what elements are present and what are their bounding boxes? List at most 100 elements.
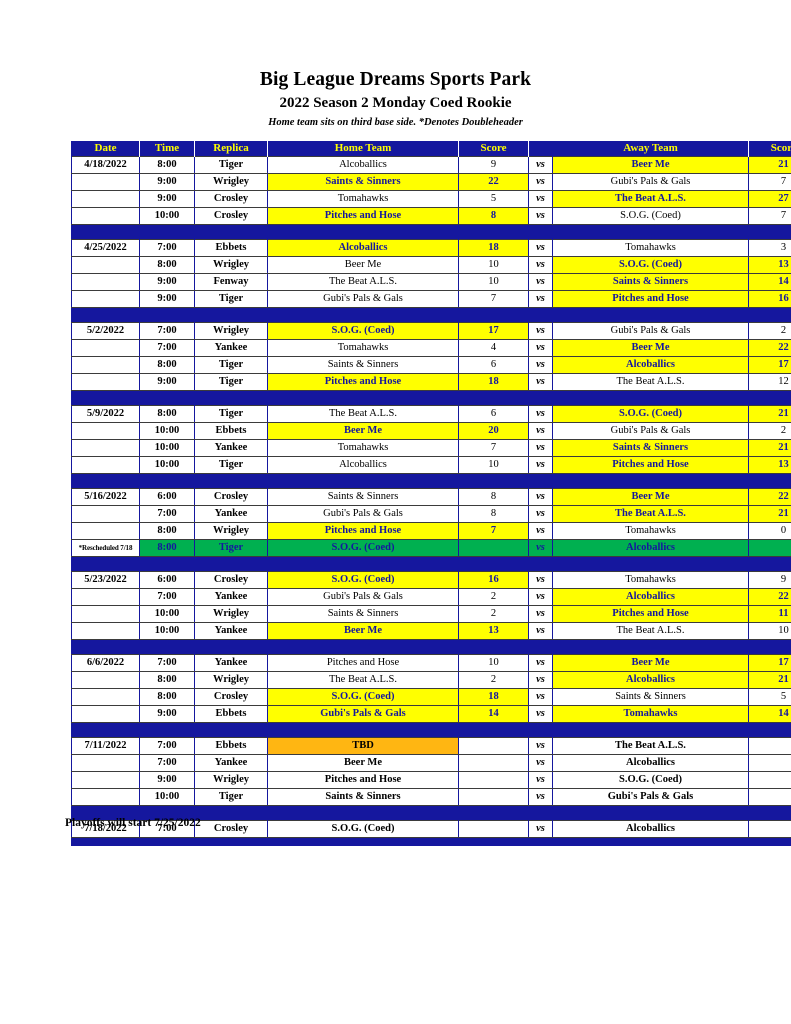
table-row: 8:00 Wrigley Beer Me 10 vs S.O.G. (Coed) 13 bbox=[71, 256, 791, 274]
away-team: Gubi's Pals & Gals bbox=[552, 322, 749, 340]
away-score: 14 bbox=[748, 705, 791, 723]
away-team: S.O.G. (Coed) bbox=[552, 405, 749, 423]
away-team: Pitches and Hose bbox=[552, 605, 749, 623]
game-field: Ebbets bbox=[194, 239, 268, 257]
away-score: 5 bbox=[748, 688, 791, 706]
table-row: 5/9/2022 8:00 Tiger The Beat A.L.S. 6 vs S.O.G… bbox=[71, 405, 791, 423]
game-time: 8:00 bbox=[139, 522, 195, 540]
away-score: 17 bbox=[748, 356, 791, 374]
away-score: 2 bbox=[748, 422, 791, 440]
game-date: 5/2/2022 bbox=[71, 322, 140, 340]
home-team: Beer Me bbox=[267, 422, 459, 440]
versus-label: vs bbox=[528, 671, 553, 689]
game-time: 8:00 bbox=[139, 156, 195, 174]
table-row: 7:00 Yankee Beer Me vs Alcoballics bbox=[71, 754, 791, 772]
table-row: 9:00 Wrigley Pitches and Hose vs S.O.G. (Coe… bbox=[71, 771, 791, 789]
block-divider bbox=[71, 556, 791, 572]
versus-label: vs bbox=[528, 788, 553, 806]
game-time: 10:00 bbox=[139, 622, 195, 640]
game-field: Yankee bbox=[194, 654, 268, 672]
game-field: Crosley bbox=[194, 190, 268, 208]
game-time: 10:00 bbox=[139, 788, 195, 806]
game-date-empty bbox=[71, 207, 140, 225]
game-field: Yankee bbox=[194, 439, 268, 457]
versus-label: vs bbox=[528, 422, 553, 440]
game-field: Crosley bbox=[194, 688, 268, 706]
column-header-replica: Replica bbox=[194, 141, 268, 157]
away-score: 21 bbox=[748, 671, 791, 689]
home-team: Tomahawks bbox=[267, 439, 459, 457]
home-score: 2 bbox=[458, 671, 529, 689]
block-divider bbox=[71, 390, 791, 406]
table-row: 8:00 Wrigley The Beat A.L.S. 2 vs Alcoballics… bbox=[71, 671, 791, 689]
away-score: 17 bbox=[748, 654, 791, 672]
away-team: Beer Me bbox=[552, 654, 749, 672]
away-team: Alcoballics bbox=[552, 754, 749, 772]
table-row: 8:00 Tiger Saints & Sinners 6 vs Alcoballics 1… bbox=[71, 356, 791, 374]
table-row: 7:00 Yankee Tomahawks 4 vs Beer Me 22 bbox=[71, 339, 791, 357]
schedule-table-wrap: Date Time Replica Home Team Score Away Team Sc… bbox=[71, 141, 791, 846]
away-score: 7 bbox=[748, 173, 791, 191]
home-team: The Beat A.L.S. bbox=[267, 671, 459, 689]
game-field: Crosley bbox=[194, 820, 268, 838]
away-team: Gubi's Pals & Gals bbox=[552, 422, 749, 440]
game-field: Wrigley bbox=[194, 173, 268, 191]
home-team: Alcoballics bbox=[267, 456, 459, 474]
away-team: Tomahawks bbox=[552, 239, 749, 257]
game-field: Tiger bbox=[194, 539, 268, 557]
game-time: 7:00 bbox=[139, 322, 195, 340]
table-row: 7/11/2022 7:00 Ebbets TBD vs The Beat A.L.S. bbox=[71, 737, 791, 755]
versus-label: vs bbox=[528, 505, 553, 523]
game-field: Yankee bbox=[194, 622, 268, 640]
table-row: 10:00 Crosley Pitches and Hose 8 vs S.O.G. (C… bbox=[71, 207, 791, 225]
home-score: 22 bbox=[458, 173, 529, 191]
game-date-empty bbox=[71, 290, 140, 308]
table-row: 4/25/2022 7:00 Ebbets Alcoballics 18 vs Tomaha… bbox=[71, 239, 791, 257]
home-score: 8 bbox=[458, 505, 529, 523]
home-team: Gubi's Pals & Gals bbox=[267, 588, 459, 606]
home-score: 5 bbox=[458, 190, 529, 208]
away-team: Saints & Sinners bbox=[552, 688, 749, 706]
table-row: 9:00 Fenway The Beat A.L.S. 10 vs Saints & Si… bbox=[71, 273, 791, 291]
home-team: Saints & Sinners bbox=[267, 605, 459, 623]
table-row: 5/23/2022 6:00 Crosley S.O.G. (Coed) 16 vs Tom… bbox=[71, 571, 791, 589]
game-time: 7:00 bbox=[139, 339, 195, 357]
home-score: 18 bbox=[458, 688, 529, 706]
home-score: 4 bbox=[458, 339, 529, 357]
versus-label: vs bbox=[528, 273, 553, 291]
home-score: 2 bbox=[458, 605, 529, 623]
game-time: 8:00 bbox=[139, 671, 195, 689]
versus-label: vs bbox=[528, 339, 553, 357]
home-team: Pitches and Hose bbox=[267, 654, 459, 672]
game-field: Tiger bbox=[194, 356, 268, 374]
block-divider-cell bbox=[71, 639, 791, 655]
game-date-empty bbox=[71, 190, 140, 208]
game-time: 9:00 bbox=[139, 290, 195, 308]
game-field: Yankee bbox=[194, 754, 268, 772]
game-time: 8:00 bbox=[139, 256, 195, 274]
table-row: 7:00 Yankee Gubi's Pals & Gals 2 vs Alcoballi… bbox=[71, 588, 791, 606]
away-team: The Beat A.L.S. bbox=[552, 190, 749, 208]
game-time: 7:00 bbox=[139, 820, 195, 838]
home-team: Saints & Sinners bbox=[267, 488, 459, 506]
away-team: Alcoballics bbox=[552, 820, 749, 838]
table-row: 9:00 Wrigley Saints & Sinners 22 vs Gubi's Pa… bbox=[71, 173, 791, 191]
column-header-date: Date bbox=[71, 141, 140, 157]
home-score bbox=[458, 754, 529, 772]
table-row: 10:00 Tiger Alcoballics 10 vs Pitches and Hos… bbox=[71, 456, 791, 474]
block-divider bbox=[71, 837, 791, 846]
away-team: S.O.G. (Coed) bbox=[552, 771, 749, 789]
game-date-empty bbox=[71, 705, 140, 723]
game-date-empty bbox=[71, 505, 140, 523]
versus-label: vs bbox=[528, 156, 553, 174]
reschedule-note: *Rescheduled 7/18 bbox=[71, 539, 140, 557]
table-row: 9:00 Tiger Gubi's Pals & Gals 7 vs Pitches an… bbox=[71, 290, 791, 308]
game-date: 4/25/2022 bbox=[71, 239, 140, 257]
game-field: Tiger bbox=[194, 156, 268, 174]
block-divider-cell bbox=[71, 556, 791, 572]
game-time: 9:00 bbox=[139, 705, 195, 723]
game-date: 7/11/2022 bbox=[71, 737, 140, 755]
game-date-empty bbox=[71, 688, 140, 706]
game-time: 8:00 bbox=[139, 539, 195, 557]
table-row: 5/16/2022 6:00 Crosley Saints & Sinners 8 vs B… bbox=[71, 488, 791, 506]
